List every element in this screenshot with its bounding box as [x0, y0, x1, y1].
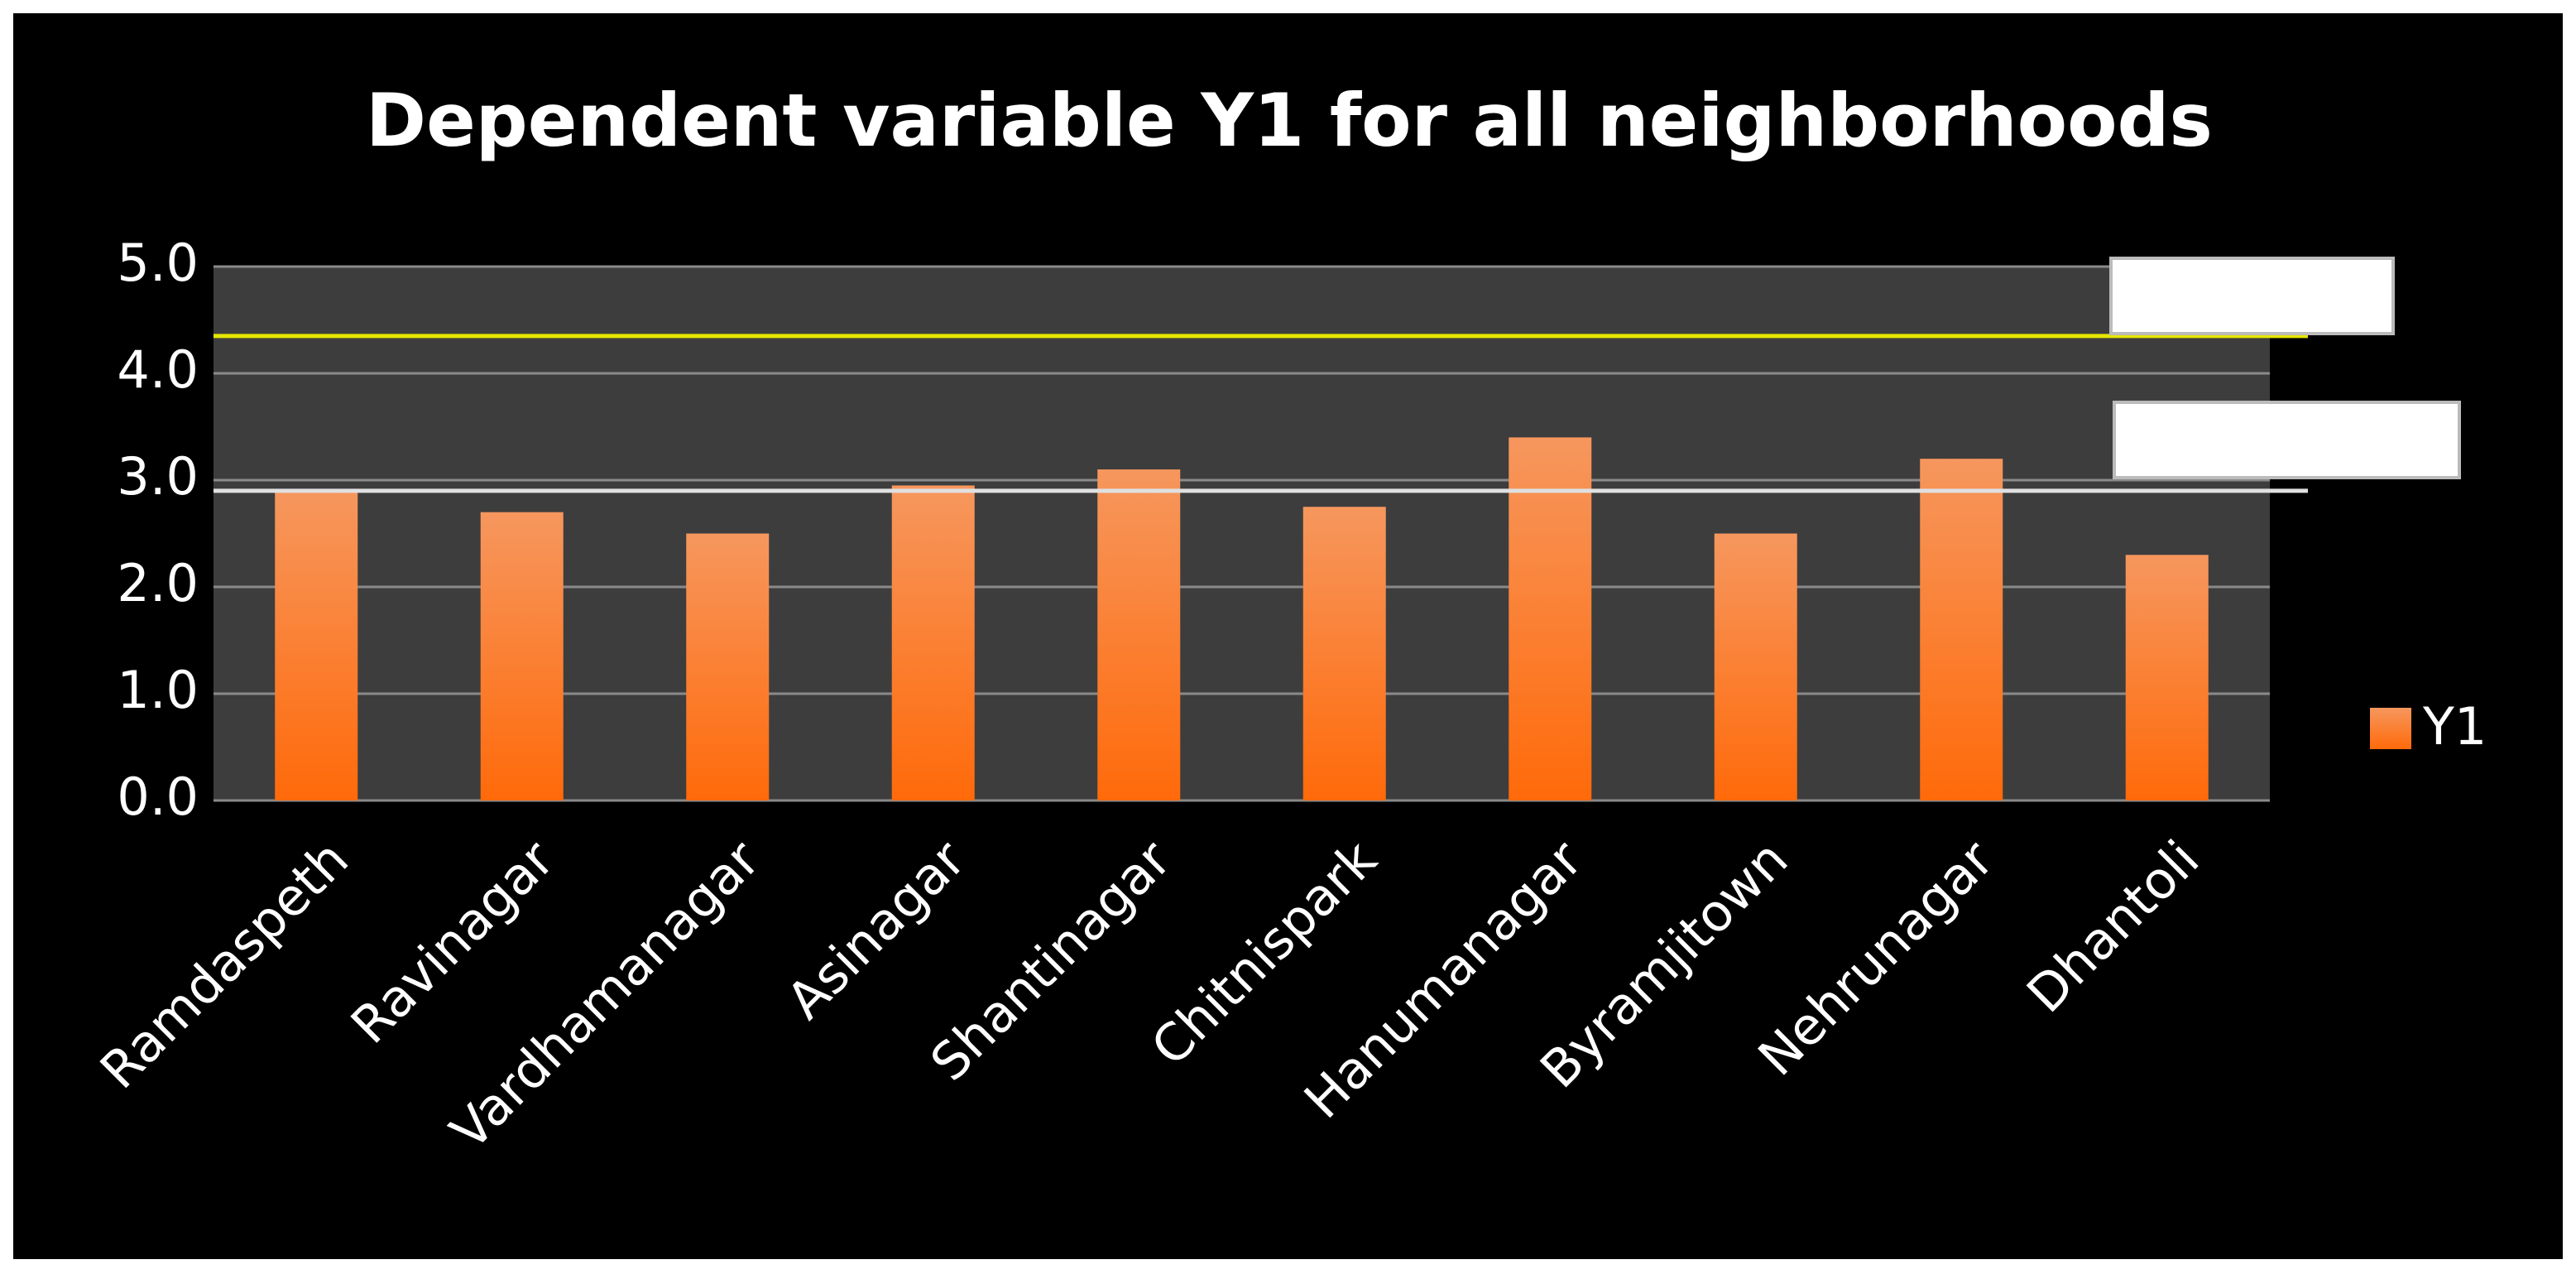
bar	[480, 512, 564, 800]
y-tick-label: 4.0	[117, 339, 199, 400]
blank-annotation-box	[2113, 401, 2461, 479]
legend-label: Y1	[2422, 696, 2487, 757]
chart-title: Dependent variable Y1 for all neighborho…	[366, 78, 2213, 163]
y-tick-label: 3.0	[117, 446, 199, 507]
bar	[275, 490, 358, 800]
y-tick-label: 5.0	[117, 233, 199, 293]
bar	[891, 485, 975, 800]
bar	[1302, 507, 1386, 800]
y-tick-label: 0.0	[117, 767, 199, 827]
y-tick-label: 2.0	[117, 553, 199, 613]
bar	[1097, 469, 1181, 800]
blank-annotation-box	[2109, 257, 2395, 335]
bar	[2125, 555, 2209, 800]
bar	[686, 533, 770, 800]
bar	[1920, 459, 2003, 800]
legend-swatch	[2370, 708, 2411, 749]
y-tick-label: 1.0	[117, 660, 199, 720]
bar	[1509, 437, 1592, 800]
bar	[1714, 533, 1797, 800]
